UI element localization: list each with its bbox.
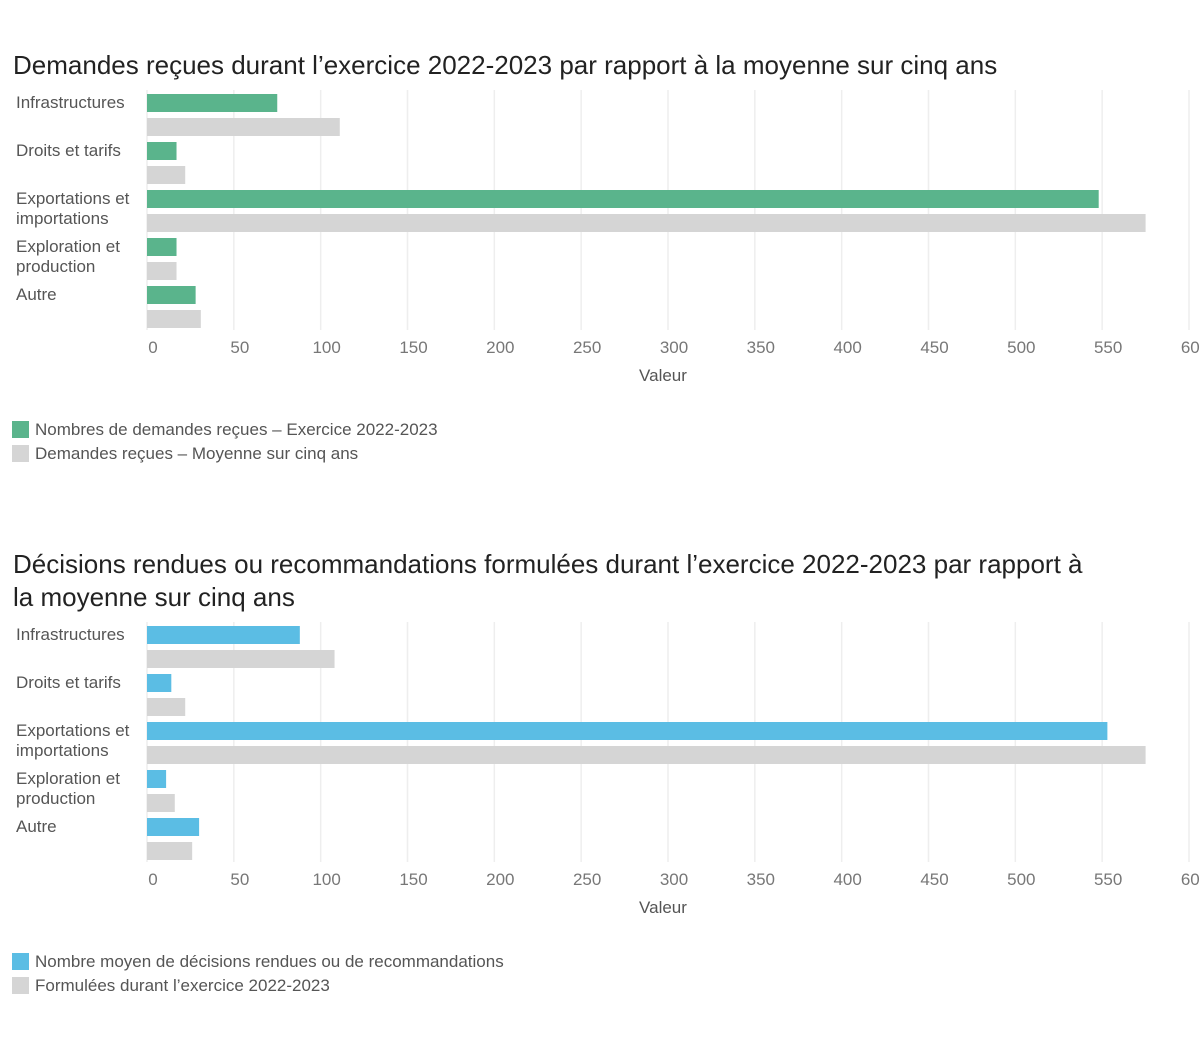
x-tick-label: 150 — [399, 870, 427, 889]
legend-label: Nombres de demandes reçues – Exercice 20… — [35, 420, 438, 439]
x-tick-label: 200 — [486, 870, 514, 889]
x-tick-label: 0 — [148, 338, 157, 357]
x-tick-label: 350 — [747, 870, 775, 889]
category-label: Infrastructures — [16, 625, 125, 644]
bar — [147, 698, 186, 716]
x-tick-label: 500 — [1007, 870, 1035, 889]
bar — [147, 818, 200, 836]
x-tick-label: 600 — [1181, 870, 1200, 889]
x-tick-label: 450 — [920, 870, 948, 889]
x-tick-label: 50 — [230, 338, 249, 357]
x-axis-label: Valeur — [639, 366, 687, 385]
bar — [147, 286, 196, 304]
x-tick-label: 250 — [573, 338, 601, 357]
category-label: Infrastructures — [16, 93, 125, 112]
legend-label: Formulées durant l’exercice 2022-2023 — [35, 976, 330, 995]
legend-swatch — [12, 445, 29, 462]
category-label: Exportations et importations — [16, 189, 134, 228]
chart-title: Décisions rendues ou recommandations for… — [13, 549, 1090, 612]
bar — [147, 190, 1099, 208]
bar — [147, 794, 175, 812]
chart-title: Demandes reçues durant l’exercice 2022-2… — [13, 50, 997, 80]
category-label: Exploration et production — [16, 769, 125, 808]
x-tick-label: 100 — [312, 338, 340, 357]
bar — [147, 166, 186, 184]
legend-swatch — [12, 421, 29, 438]
x-tick-label: 150 — [399, 338, 427, 357]
x-tick-label: 450 — [920, 338, 948, 357]
bar — [147, 626, 300, 644]
bar — [147, 142, 177, 160]
bar — [147, 650, 335, 668]
bar — [147, 722, 1108, 740]
category-label: Exploration et production — [16, 237, 125, 276]
bar — [147, 746, 1146, 764]
bar — [147, 238, 177, 256]
x-tick-label: 200 — [486, 338, 514, 357]
legend-swatch — [12, 977, 29, 994]
category-label: Droits et tarifs — [16, 141, 121, 160]
x-tick-label: 550 — [1094, 870, 1122, 889]
bar — [147, 94, 278, 112]
x-tick-label: 300 — [660, 338, 688, 357]
x-tick-label: 600 — [1181, 338, 1200, 357]
legend-label: Nombre moyen de décisions rendues ou de … — [35, 952, 504, 971]
bar — [147, 770, 167, 788]
bar — [147, 674, 172, 692]
bar — [147, 310, 201, 328]
legend-swatch — [12, 953, 29, 970]
bar — [147, 214, 1146, 232]
x-tick-label: 550 — [1094, 338, 1122, 357]
x-tick-label: 300 — [660, 870, 688, 889]
x-tick-label: 0 — [148, 870, 157, 889]
bar — [147, 262, 177, 280]
x-tick-label: 400 — [833, 338, 861, 357]
category-label: Autre — [16, 817, 57, 836]
x-tick-label: 50 — [230, 870, 249, 889]
category-label: Droits et tarifs — [16, 673, 121, 692]
category-label: Autre — [16, 285, 57, 304]
x-tick-label: 350 — [747, 338, 775, 357]
x-tick-label: 400 — [833, 870, 861, 889]
legend-label: Demandes reçues – Moyenne sur cinq ans — [35, 444, 358, 463]
bar — [147, 118, 340, 136]
x-axis-label: Valeur — [639, 898, 687, 917]
x-tick-label: 500 — [1007, 338, 1035, 357]
x-tick-label: 100 — [312, 870, 340, 889]
category-label: Exportations et importations — [16, 721, 134, 760]
bar — [147, 842, 193, 860]
x-tick-label: 250 — [573, 870, 601, 889]
